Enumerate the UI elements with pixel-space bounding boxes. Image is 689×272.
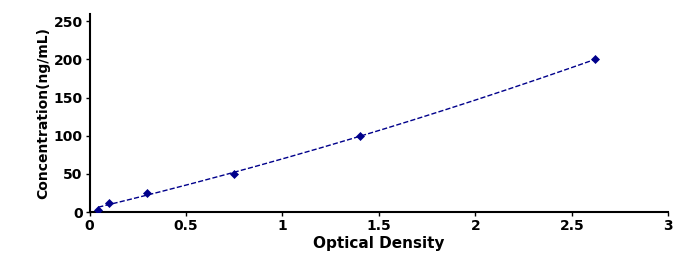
- X-axis label: Optical Density: Optical Density: [313, 236, 444, 251]
- Y-axis label: Concentration(ng/mL): Concentration(ng/mL): [37, 27, 51, 199]
